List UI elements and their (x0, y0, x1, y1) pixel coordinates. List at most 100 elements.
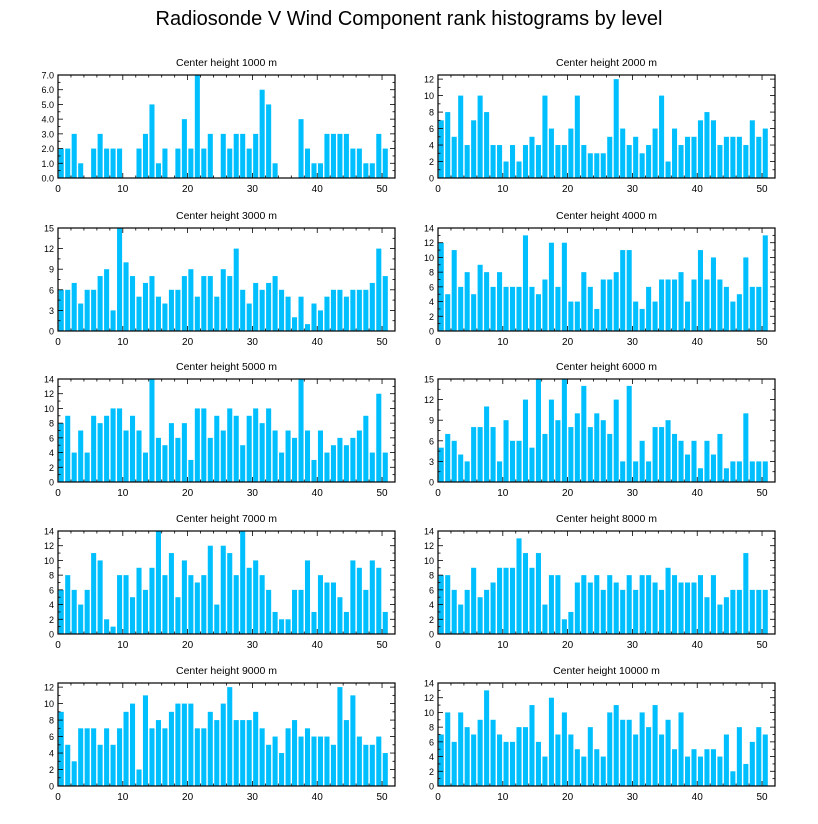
panel-7: Center height 7000 m 0 10 20 30 40 50 0 2 4 6 8 10 12… (44, 513, 396, 651)
bar (350, 437, 356, 482)
bar (317, 575, 323, 634)
bar (762, 589, 768, 634)
y-tick-label: 2 (429, 312, 434, 322)
bar (497, 734, 503, 786)
bar (285, 296, 291, 331)
x-tick-label: 20 (182, 337, 194, 348)
bar (717, 145, 723, 178)
bar (659, 95, 665, 178)
bar (330, 445, 336, 482)
y-tick-label: 0 (429, 630, 434, 640)
bar (123, 430, 129, 482)
bar (730, 136, 736, 178)
x-tick-label: 30 (247, 337, 259, 348)
x-tick-label: 0 (55, 792, 61, 803)
bar (510, 145, 516, 178)
bar (672, 575, 678, 634)
bar (58, 589, 64, 634)
bar (369, 452, 375, 482)
bar (168, 423, 174, 482)
bar (626, 575, 632, 634)
bar (369, 560, 375, 634)
bar (285, 619, 291, 634)
bar (97, 276, 103, 331)
bar (117, 228, 123, 331)
bar (188, 459, 194, 482)
bar (535, 553, 541, 634)
bar (516, 538, 522, 634)
bar (561, 145, 567, 178)
bar (155, 531, 161, 634)
y-tick-label: 0 (49, 327, 54, 337)
bar (717, 604, 723, 634)
bar (233, 248, 239, 331)
bar (194, 408, 200, 482)
bar (324, 133, 330, 178)
bar (659, 279, 665, 331)
panel-5: Center height 5000 m 0 10 20 30 40 50 0 2 4 6 8 10 12… (44, 361, 396, 499)
bar (382, 276, 388, 331)
bar (279, 753, 285, 786)
bar (594, 153, 600, 178)
y-tick-label: 2 (49, 615, 54, 625)
bar (142, 589, 149, 634)
bar (743, 553, 749, 634)
bar (522, 727, 529, 786)
bar (233, 415, 239, 482)
bar (445, 712, 451, 786)
bar (311, 163, 317, 178)
bar (659, 734, 665, 786)
bar (613, 79, 619, 178)
bar (117, 408, 123, 482)
bar (369, 282, 375, 331)
bar (194, 75, 200, 178)
bar (330, 289, 336, 331)
bar (104, 269, 110, 331)
bar (691, 749, 697, 786)
bar (749, 286, 755, 331)
bar (503, 741, 509, 786)
bar (743, 413, 749, 482)
bar (503, 161, 509, 178)
bar (594, 749, 600, 786)
x-tick-label: 0 (55, 337, 61, 348)
y-tick-label: 2 (429, 615, 434, 625)
bar (574, 582, 580, 634)
bar (477, 95, 483, 178)
bar (684, 454, 691, 482)
bar (445, 433, 451, 482)
panel-3: Center height 3000 m 0 10 20 30 40 50 0 3 6 9 12 15 (44, 210, 396, 348)
bar (311, 459, 317, 482)
y-tick-label: 0 (49, 478, 54, 488)
bar (736, 589, 742, 634)
bar (484, 690, 490, 786)
x-tick-label: 30 (247, 488, 259, 499)
y-tick-label: 6 (49, 585, 54, 595)
bar (194, 296, 200, 331)
bar (464, 461, 470, 482)
bar (162, 148, 168, 178)
bar (259, 575, 265, 634)
bar (162, 445, 168, 482)
bar (78, 163, 84, 178)
bar (298, 119, 304, 178)
bar (548, 575, 554, 634)
bar (458, 95, 464, 178)
bar (659, 427, 665, 482)
bar (58, 711, 64, 786)
x-tick-label: 40 (312, 640, 324, 651)
x-tick-label: 10 (497, 792, 509, 803)
chart-title: Radiosonde V Wind Component rank histogr… (155, 8, 663, 30)
x-tick-label: 20 (182, 792, 194, 803)
bar (646, 461, 652, 482)
bar (363, 744, 369, 786)
bar (704, 112, 710, 178)
bar (490, 719, 496, 786)
x-tick-label: 10 (497, 488, 509, 499)
bar (672, 128, 678, 178)
bar (136, 148, 142, 178)
x-tick-label: 50 (756, 184, 768, 195)
bar (78, 728, 84, 786)
bar (356, 148, 362, 178)
x-tick-label: 20 (562, 640, 574, 651)
